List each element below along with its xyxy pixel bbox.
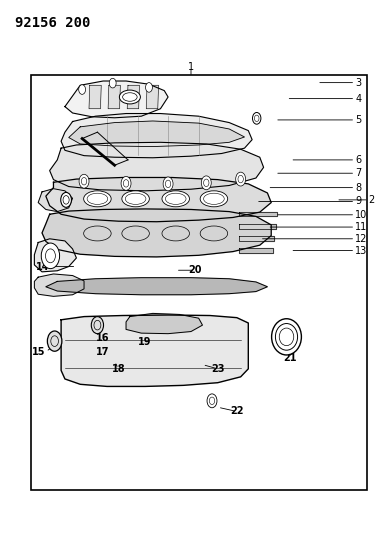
Text: 15: 15	[32, 347, 46, 357]
Polygon shape	[108, 85, 120, 109]
Polygon shape	[61, 315, 248, 386]
Polygon shape	[46, 278, 267, 295]
Circle shape	[146, 83, 152, 92]
Circle shape	[236, 172, 246, 186]
Ellipse shape	[119, 90, 141, 104]
Text: 1: 1	[188, 62, 194, 71]
Text: 22: 22	[230, 407, 244, 416]
Polygon shape	[69, 121, 244, 147]
Polygon shape	[239, 212, 277, 216]
Polygon shape	[34, 239, 76, 272]
Text: 18: 18	[112, 364, 125, 374]
Text: 14: 14	[36, 262, 50, 271]
Polygon shape	[239, 224, 276, 229]
Polygon shape	[50, 142, 264, 191]
Ellipse shape	[200, 191, 228, 207]
Polygon shape	[239, 236, 274, 241]
Polygon shape	[61, 114, 252, 158]
Polygon shape	[34, 274, 84, 296]
Polygon shape	[89, 85, 101, 109]
Text: 17: 17	[96, 347, 110, 357]
Text: 2: 2	[369, 195, 375, 205]
Text: 21: 21	[283, 353, 297, 363]
Text: 23: 23	[211, 364, 225, 374]
Ellipse shape	[84, 191, 111, 207]
Text: 12: 12	[355, 234, 367, 244]
Ellipse shape	[272, 319, 301, 355]
Polygon shape	[38, 189, 73, 212]
Text: 13: 13	[355, 246, 367, 255]
Text: 9: 9	[355, 197, 361, 206]
Text: 19: 19	[138, 337, 152, 347]
Text: 3: 3	[355, 78, 361, 87]
Ellipse shape	[162, 191, 189, 207]
Polygon shape	[42, 209, 271, 257]
Text: 16: 16	[96, 334, 110, 343]
Circle shape	[207, 394, 217, 408]
Circle shape	[253, 112, 261, 124]
Circle shape	[201, 176, 211, 190]
Polygon shape	[46, 177, 271, 222]
Text: 7: 7	[355, 168, 361, 178]
Bar	[31, 75, 367, 490]
Ellipse shape	[122, 191, 149, 207]
Polygon shape	[239, 248, 273, 253]
Circle shape	[79, 85, 86, 94]
Text: 8: 8	[355, 183, 361, 192]
Circle shape	[163, 177, 173, 191]
Polygon shape	[146, 85, 159, 109]
Text: 11: 11	[355, 222, 367, 232]
Polygon shape	[65, 81, 168, 118]
Circle shape	[47, 331, 62, 351]
Text: 6: 6	[355, 155, 361, 165]
Text: 10: 10	[355, 210, 367, 220]
Text: 5: 5	[355, 115, 361, 125]
Circle shape	[61, 192, 71, 207]
Text: 92156 200: 92156 200	[15, 16, 91, 30]
Text: 20: 20	[188, 265, 202, 275]
Circle shape	[41, 243, 60, 269]
Circle shape	[79, 174, 89, 188]
Text: 4: 4	[355, 94, 361, 103]
Polygon shape	[127, 85, 139, 109]
Circle shape	[121, 176, 131, 190]
Circle shape	[109, 78, 116, 88]
Circle shape	[91, 317, 104, 334]
Polygon shape	[126, 313, 202, 334]
